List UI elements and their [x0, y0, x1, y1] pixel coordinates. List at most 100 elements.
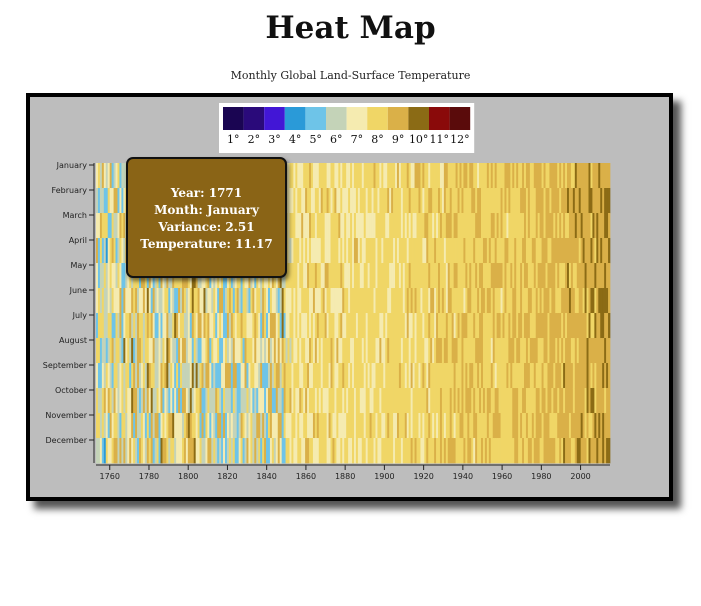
heatmap-cell — [342, 413, 345, 439]
heatmap-cell — [549, 263, 552, 289]
heatmap-cell — [139, 413, 142, 439]
heatmap-cell — [185, 388, 189, 414]
heatmap-cell — [393, 163, 396, 189]
heatmap-cell — [164, 438, 167, 464]
heatmap-cell — [537, 313, 540, 339]
heatmap-cell — [576, 313, 580, 339]
heatmap-cell — [299, 238, 302, 264]
heatmap-cell — [402, 288, 406, 314]
heatmap-cell — [314, 388, 318, 414]
heatmap-cell — [594, 238, 597, 264]
heatmap-cell — [508, 388, 511, 414]
heatmap-cell — [97, 313, 101, 339]
heatmap-cell — [514, 413, 517, 439]
heatmap-cell — [359, 363, 363, 389]
heatmap-cell — [285, 313, 288, 339]
heatmap-cell — [266, 438, 269, 464]
heatmap-cell — [387, 163, 390, 189]
heatmap-cell — [608, 188, 611, 214]
heatmap-cell — [570, 288, 574, 314]
heatmap-cell — [574, 288, 578, 314]
heatmap-cell — [389, 163, 392, 189]
legend-label: 9° — [392, 133, 405, 146]
heatmap-cell — [367, 363, 370, 389]
heatmap-cell — [445, 338, 449, 364]
heatmap-cell — [404, 213, 408, 239]
heatmap-cell — [310, 188, 314, 214]
heatmap-cell — [467, 338, 470, 364]
heatmap-cell — [449, 288, 453, 314]
heatmap-cell — [209, 388, 212, 414]
heatmap-cell — [520, 213, 523, 239]
heatmap-cell — [352, 163, 355, 189]
heatmap-cell — [414, 363, 417, 389]
heatmap-cell — [293, 238, 296, 264]
heatmap-cell — [588, 413, 591, 439]
heatmap-cell — [535, 163, 539, 189]
y-axis: JanuaryFebruaryMarchAprilMayJuneJulyAugu… — [43, 161, 95, 463]
heatmap-cell — [336, 163, 339, 189]
heatmap-cell — [293, 313, 296, 339]
heatmap-cell — [238, 388, 241, 414]
heatmap-cell — [355, 163, 359, 189]
heatmap-cell — [396, 288, 400, 314]
heatmap-cell — [381, 163, 384, 189]
heatmap-cell — [140, 313, 144, 339]
heatmap-cell — [361, 188, 365, 214]
heatmap-cell — [260, 313, 263, 339]
heatmap-cell — [414, 213, 417, 239]
heatmap-cell — [441, 213, 445, 239]
heatmap-cell — [514, 288, 517, 314]
heatmap-cell — [377, 388, 380, 414]
heatmap-cell — [533, 238, 537, 264]
heatmap-cell — [584, 413, 587, 439]
heatmap-cell — [248, 388, 251, 414]
heatmap-cell — [385, 313, 388, 339]
heatmap-cell — [344, 313, 347, 339]
heatmap-cell — [453, 438, 456, 464]
heatmap-cell — [580, 413, 583, 439]
heatmap-cell — [500, 388, 503, 414]
heatmap-cell — [289, 163, 292, 189]
heatmap-cell — [252, 338, 255, 364]
heatmap-cell — [471, 163, 474, 189]
heatmap-cell — [524, 288, 527, 314]
heatmap-cell — [422, 438, 425, 464]
heatmap-cell — [422, 188, 425, 214]
heatmap-cell — [301, 263, 304, 289]
heatmap-cell — [103, 338, 107, 364]
heatmap-cell — [592, 413, 595, 439]
heatmap-cell — [549, 288, 552, 314]
heatmap-cell — [316, 388, 320, 414]
heatmap-cell — [383, 263, 386, 289]
heatmap-cell — [488, 263, 492, 289]
heatmap-cell — [297, 188, 300, 214]
heatmap-cell — [109, 263, 112, 289]
heatmap-cell — [473, 163, 476, 189]
heatmap-cell — [111, 263, 114, 289]
heatmap-cell — [482, 363, 486, 389]
heatmap-cell — [115, 388, 118, 414]
heatmap-cell — [545, 213, 548, 239]
heatmap-cell — [115, 238, 118, 264]
heatmap-cell — [525, 163, 529, 189]
heatmap-cell — [185, 363, 189, 389]
heatmap-cell — [197, 288, 200, 314]
heatmap-cell — [582, 338, 585, 364]
heatmap-cell — [115, 213, 118, 239]
heatmap-cell — [373, 213, 376, 239]
heatmap-cell — [275, 288, 279, 314]
heatmap-cell — [121, 238, 124, 264]
heatmap-cell — [494, 188, 497, 214]
heatmap-cell — [207, 288, 210, 314]
heatmap-cell — [406, 363, 410, 389]
heatmap-cell — [606, 213, 609, 239]
heatmap-cell — [549, 438, 552, 464]
heatmap-cell — [266, 313, 269, 339]
heatmap-cell — [168, 413, 171, 439]
heatmap-cell — [449, 313, 453, 339]
heatmap-cell — [432, 388, 435, 414]
heatmap-cell — [506, 413, 509, 439]
heatmap-cell — [455, 188, 458, 214]
heatmap-cell — [584, 188, 587, 214]
